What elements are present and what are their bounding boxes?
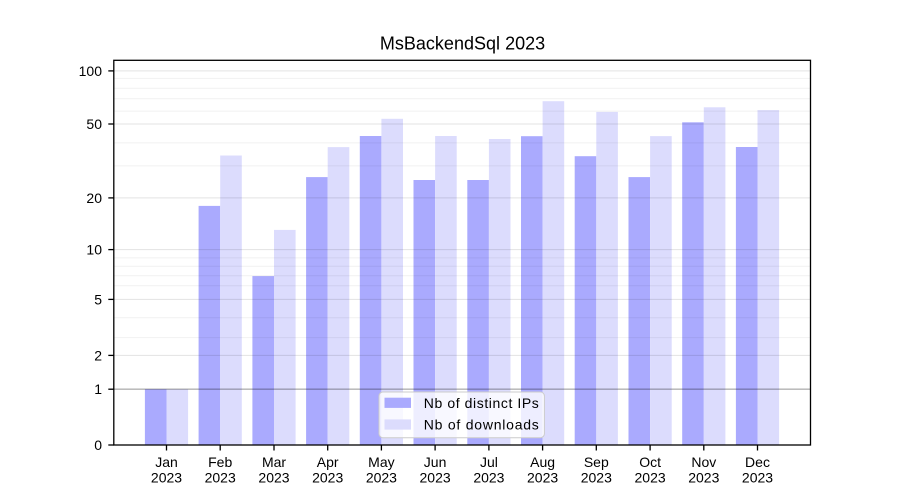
svg-text:2023: 2023 [420,470,451,486]
svg-text:Dec: Dec [745,454,770,470]
svg-text:2023: 2023 [742,470,773,486]
svg-text:2023: 2023 [151,470,182,486]
svg-text:Nb of distinct IPs: Nb of distinct IPs [424,395,539,411]
svg-text:Nb of downloads: Nb of downloads [424,417,539,433]
svg-text:2023: 2023 [312,470,343,486]
svg-text:2023: 2023 [473,470,504,486]
svg-text:Aug: Aug [530,454,555,470]
svg-text:2023: 2023 [688,470,719,486]
svg-text:2023: 2023 [205,470,236,486]
svg-text:2: 2 [94,347,102,363]
svg-text:MsBackendSql 2023: MsBackendSql 2023 [380,34,545,54]
svg-text:10: 10 [86,242,102,258]
svg-text:Jan: Jan [155,454,178,470]
svg-text:2023: 2023 [581,470,612,486]
svg-text:Apr: Apr [317,454,339,470]
svg-text:2023: 2023 [635,470,666,486]
svg-text:Feb: Feb [208,454,232,470]
svg-text:Oct: Oct [639,454,661,470]
svg-text:2023: 2023 [258,470,289,486]
svg-text:100: 100 [79,63,103,79]
svg-text:2023: 2023 [366,470,397,486]
svg-text:1: 1 [94,381,102,397]
svg-text:2023: 2023 [527,470,558,486]
svg-text:May: May [368,454,394,470]
svg-text:5: 5 [94,291,102,307]
svg-text:Jul: Jul [480,454,498,470]
svg-text:Nov: Nov [691,454,716,470]
svg-text:Mar: Mar [262,454,286,470]
svg-text:Jun: Jun [424,454,447,470]
svg-text:50: 50 [86,116,102,132]
svg-text:0: 0 [94,437,102,453]
svg-text:Sep: Sep [584,454,609,470]
svg-text:20: 20 [86,190,102,206]
